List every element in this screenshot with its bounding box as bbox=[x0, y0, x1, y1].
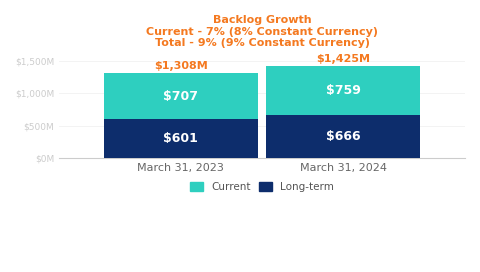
Bar bbox=[266, 66, 420, 115]
Text: $666: $666 bbox=[326, 130, 360, 143]
Title: Backlog Growth
Current - 7% (8% Constant Currency)
Total - 9% (9% Constant Curre: Backlog Growth Current - 7% (8% Constant… bbox=[146, 15, 378, 48]
Bar bbox=[104, 73, 258, 119]
Text: $601: $601 bbox=[164, 132, 198, 145]
Bar bbox=[266, 115, 420, 158]
Legend: Current, Long-term: Current, Long-term bbox=[186, 178, 338, 196]
Text: $1,308M: $1,308M bbox=[154, 61, 208, 71]
Bar bbox=[104, 119, 258, 158]
Text: $1,425M: $1,425M bbox=[316, 54, 370, 64]
Text: $759: $759 bbox=[326, 84, 360, 97]
Text: $707: $707 bbox=[163, 90, 198, 103]
